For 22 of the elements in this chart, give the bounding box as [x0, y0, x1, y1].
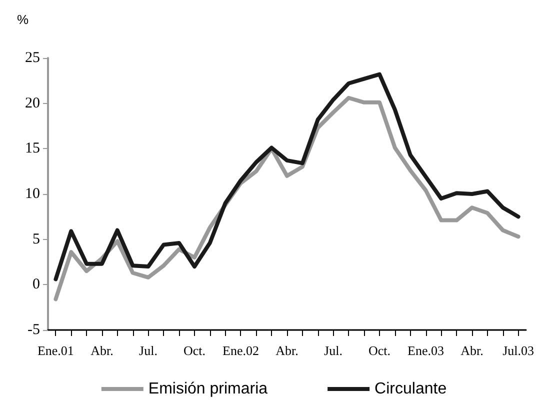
x-tick-label: Ene.03: [408, 343, 444, 358]
x-tick-label: Abr.: [90, 343, 114, 358]
x-tick-label: Jul.: [324, 343, 342, 358]
legend-label: Circulante: [374, 380, 447, 398]
x-tick-label: Jul.: [139, 343, 158, 358]
line-series: [54, 72, 520, 282]
x-tick-label: Oct.: [368, 343, 391, 358]
y-tick-label: -5: [28, 322, 40, 338]
y-tick-label: 0: [32, 276, 40, 293]
y-tick-label: 15: [25, 140, 40, 157]
legend-label: Emisión primaria: [148, 380, 268, 398]
y-tick-label: 5: [32, 231, 40, 248]
y-tick-label: 25: [25, 50, 40, 66]
x-tick-label: Ene.01: [37, 343, 74, 358]
x-tick-label: Jul.03: [502, 343, 534, 358]
y-tick-label: 20: [25, 95, 40, 112]
x-tick-label: Abr.: [460, 343, 484, 358]
x-tick-label: Ene.02: [222, 343, 259, 358]
y-axis-title: %: [17, 12, 29, 27]
x-tick-label: Oct.: [183, 343, 206, 358]
x-tick-label: Abr.: [276, 343, 298, 358]
y-tick-label: 10: [25, 186, 40, 202]
